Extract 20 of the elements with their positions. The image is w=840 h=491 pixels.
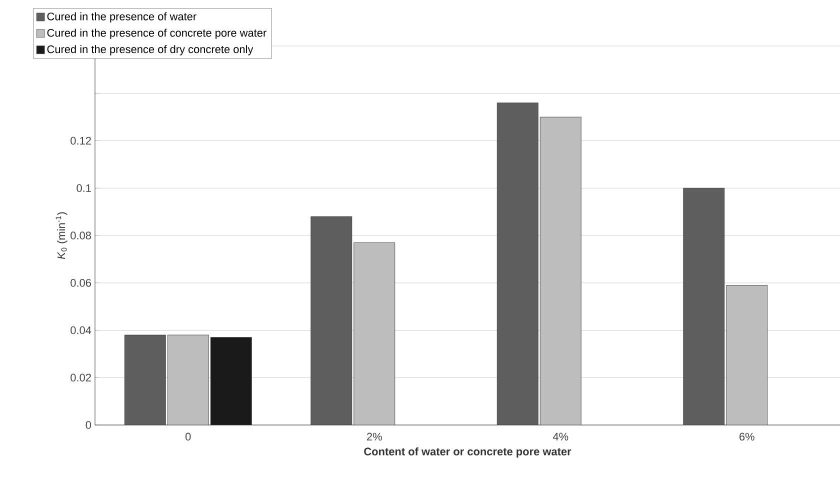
x-tick-label: 2% xyxy=(367,432,382,440)
bar xyxy=(310,216,352,425)
x-tick-label: 6% xyxy=(740,432,754,441)
bar xyxy=(496,102,538,425)
y-axis-title: K$_{0}$ (min$^{-1}$) xyxy=(56,212,68,260)
legend-label: Cured in the presence of water xyxy=(47,12,196,22)
y-tick-label: 0.08 xyxy=(70,232,91,240)
legend-label: Cured in the presence of concrete pore water xyxy=(47,28,266,39)
x-tick-label: 0 xyxy=(186,432,191,441)
bar xyxy=(124,334,166,425)
y-tick-label: 0.02 xyxy=(70,374,91,382)
legend-label: Cured in the presence of dry concrete only xyxy=(47,45,254,56)
x-axis-title: Content of water or concrete pore water xyxy=(364,447,572,458)
x-tick-label: 4% xyxy=(552,432,568,440)
y-tick-label: 0.06 xyxy=(70,279,91,287)
bar xyxy=(683,188,725,425)
y-tick-label: 0.1 xyxy=(76,184,91,192)
y-tick-label: 0.12 xyxy=(70,136,91,145)
y-tick-label: 0 xyxy=(86,421,92,429)
y-tick-label: 0.04 xyxy=(70,326,92,334)
